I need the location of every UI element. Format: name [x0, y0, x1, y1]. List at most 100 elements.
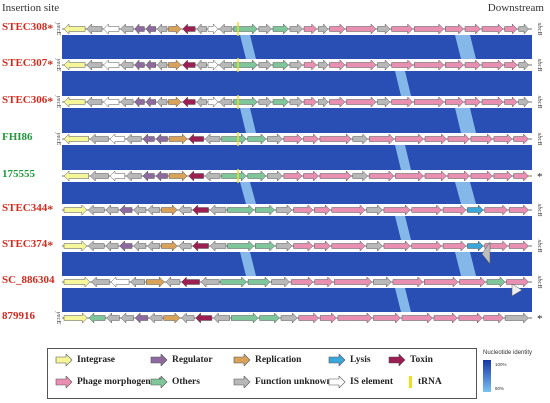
gene-arrow [445, 59, 464, 71]
gene-arrow [258, 23, 272, 35]
strain-star: * [47, 238, 54, 252]
gene-arrow [188, 133, 204, 145]
gene-arrow [373, 312, 401, 324]
gene-track [62, 169, 532, 183]
end-marker: * [537, 171, 543, 183]
gene-arrow [192, 240, 209, 252]
gene-arrow [247, 276, 271, 288]
right-flank-gene-label: sbcB [536, 59, 543, 72]
gene-track [62, 132, 532, 146]
gene-arrow [103, 96, 120, 108]
legend-item: Integrase [55, 354, 115, 366]
right-flank-gene-label: sbcB [536, 23, 543, 36]
gene-arrow [317, 23, 329, 35]
gene-arrow [221, 170, 247, 182]
gene-arrow [209, 204, 227, 216]
strain-label: FHI86 [2, 131, 33, 143]
legend-label: Lysis [350, 355, 371, 365]
gene-arrow [181, 312, 195, 324]
gene-arrow [63, 276, 91, 288]
gene-arrow [470, 170, 493, 182]
gene-arrow [464, 23, 481, 35]
gene-arrow [86, 59, 103, 71]
gene-arrow [467, 204, 484, 216]
gene-arrow [178, 240, 192, 252]
gene-arrow [258, 96, 272, 108]
gene-arrow [504, 312, 529, 324]
gene-arrow [481, 96, 504, 108]
gene-arrow [319, 170, 352, 182]
gene-arrow [272, 23, 289, 35]
gene-arrow [303, 96, 318, 108]
legend-arrow-icon [328, 354, 346, 366]
gene-arrow [508, 240, 529, 252]
gene-arrow [161, 240, 178, 252]
legend-item: Phage morphogenesis [55, 376, 165, 388]
legend-label: Replication [255, 355, 302, 365]
synteny-band [62, 35, 532, 59]
gene-arrow [391, 59, 414, 71]
gene-arrow [508, 204, 529, 216]
gene-arrow [267, 133, 283, 145]
gene-arrow [119, 204, 133, 216]
gene-arrow [220, 276, 247, 288]
strain-label: 879916 [2, 310, 35, 322]
legend-item: Replication [233, 354, 301, 366]
gene-arrow [293, 204, 314, 216]
gene-arrow [88, 312, 106, 324]
gene-arrow [63, 23, 86, 35]
gene-arrow [275, 204, 293, 216]
right-flank-gene-label: sbcB [536, 133, 543, 146]
gene-arrow [329, 96, 346, 108]
gene-arrow [156, 59, 168, 71]
gene-arrow [125, 133, 142, 145]
legend-item: IS element [328, 376, 393, 388]
gene-arrow [247, 133, 267, 145]
gene-arrow [493, 133, 513, 145]
legend-arrow-icon [233, 376, 251, 388]
gene-track [62, 58, 532, 72]
strain-name: STEC344 [2, 202, 48, 214]
gene-track [62, 240, 532, 252]
gene-arrow [247, 170, 267, 182]
gene-arrow [411, 204, 442, 216]
legend-arrow-icon [150, 354, 168, 366]
legend-label: Toxin [410, 355, 433, 365]
strain-label: 175555 [2, 168, 35, 180]
gene-arrow [120, 59, 134, 71]
gene-arrow [391, 96, 414, 108]
strain-name: 879916 [2, 310, 35, 322]
gene-arrow [391, 23, 414, 35]
legend-arrow-icon [233, 354, 251, 366]
gene-arrow [377, 59, 391, 71]
gene-arrow [314, 204, 331, 216]
gene-arrow [267, 170, 283, 182]
gene-arrow [283, 170, 303, 182]
strain-star: * [47, 57, 54, 71]
gene-arrow [513, 170, 529, 182]
strain-name: 175555 [2, 168, 35, 180]
gene-arrow [481, 59, 504, 71]
gene-arrow [255, 204, 275, 216]
gene-arrow [120, 312, 134, 324]
gene-arrow [483, 312, 504, 324]
legend-label: Others [172, 377, 200, 387]
gene-arrow [145, 276, 165, 288]
gene-arrow [272, 96, 289, 108]
gene-arrow [200, 276, 220, 288]
synteny-band [62, 182, 532, 204]
gene-arrow [504, 59, 518, 71]
strain-name: STEC308 [2, 21, 48, 33]
gene-arrow [134, 59, 145, 71]
gene-arrow [329, 59, 346, 71]
gene-arrow [424, 133, 447, 145]
right-flank-gene-label: sbcB [536, 240, 543, 253]
gene-arrow [317, 59, 329, 71]
legend-item: Lysis [328, 354, 371, 366]
gene-arrow [504, 23, 518, 35]
strain-star: * [47, 202, 54, 216]
legend-label: Integrase [77, 355, 115, 365]
gene-arrow [346, 59, 377, 71]
gene-arrow [106, 312, 120, 324]
